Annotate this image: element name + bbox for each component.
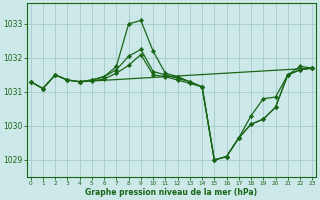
X-axis label: Graphe pression niveau de la mer (hPa): Graphe pression niveau de la mer (hPa) — [85, 188, 258, 197]
